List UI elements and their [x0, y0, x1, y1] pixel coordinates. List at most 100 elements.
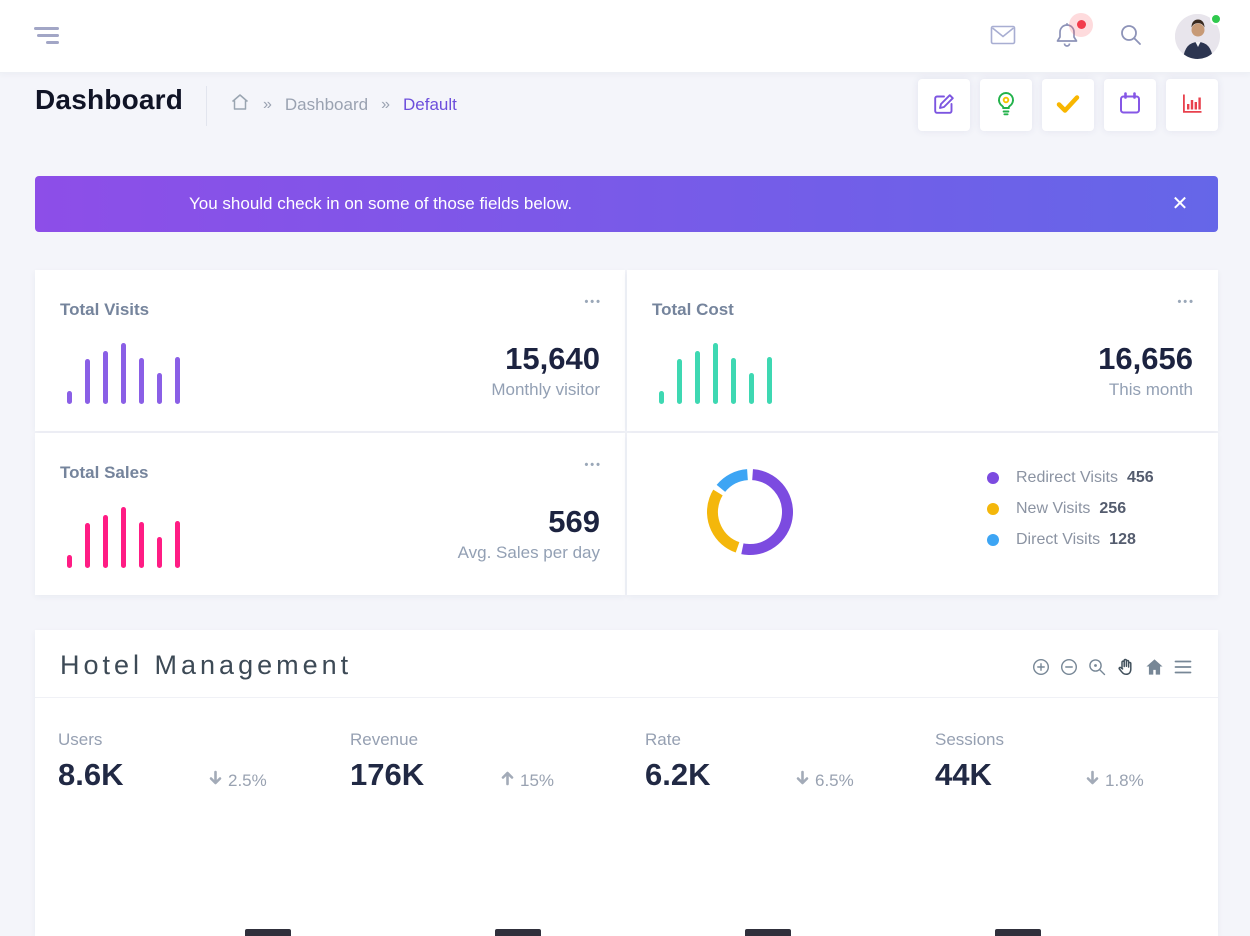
legend-item-new: New Visits 256 [987, 493, 1154, 524]
reset-zoom-button[interactable] [1145, 658, 1164, 679]
stat-value: 176K [350, 757, 425, 792]
mail-button[interactable] [983, 17, 1023, 57]
legend-dot [987, 471, 999, 484]
zoom-out-button[interactable] [1060, 658, 1078, 679]
breadcrumb-separator: » [263, 95, 272, 113]
calendar-icon [1118, 91, 1142, 119]
stat-delta: 2.5% [208, 770, 267, 791]
legend-label: Redirect Visits [1016, 468, 1118, 486]
sales-caption: Avg. Sales per day [457, 543, 600, 562]
arrow-down-icon [208, 770, 223, 791]
bar-chart-icon [1180, 92, 1204, 119]
pan-button[interactable] [1116, 657, 1135, 679]
legend-label: New Visits [1016, 499, 1091, 517]
analytics-button[interactable] [1166, 79, 1218, 131]
donut-legend: Redirect Visits 456 New Visits 256 Direc… [987, 462, 1154, 555]
breadcrumb-separator: » [381, 95, 390, 113]
edit-icon [932, 92, 956, 119]
user-avatar[interactable] [1175, 13, 1222, 59]
arrow-up-icon [500, 770, 515, 791]
selection-zoom-button[interactable] [1088, 658, 1106, 679]
home-icon[interactable] [230, 92, 250, 117]
zoom-in-button[interactable] [1032, 658, 1050, 679]
header-divider [206, 86, 207, 126]
search-button[interactable] [1111, 17, 1151, 57]
avatar-photo [1175, 14, 1220, 59]
legend-value: 456 [1126, 468, 1154, 486]
visits-caption: Monthly visitor [491, 380, 600, 399]
menu-toggle-button[interactable] [33, 27, 59, 47]
stat-delta: 1.8% [1085, 770, 1144, 791]
stat-cards-grid: Total Visits ••• 15,640 Monthly visitor … [35, 270, 1218, 595]
search-icon [1119, 23, 1143, 50]
alert-banner: You should check in on some of those fie… [35, 176, 1218, 232]
cost-value: 16,656 [1098, 341, 1193, 376]
zoom-out-icon [1060, 658, 1078, 679]
stat-users: Users 8.6K 2.5% [58, 730, 350, 810]
cost-caption: This month [1108, 380, 1193, 399]
stat-value: 8.6K [58, 757, 124, 792]
delta-value: 6.5% [815, 770, 854, 790]
stat-label: Sessions [935, 730, 1004, 749]
check-icon [1055, 93, 1081, 118]
idea-button[interactable] [980, 79, 1032, 131]
chart-bar [495, 929, 541, 936]
notification-badge-halo [1069, 12, 1093, 37]
visits-value: 15,640 [505, 341, 600, 376]
card-options-button[interactable]: ••• [1177, 296, 1195, 308]
card-options-button[interactable]: ••• [584, 459, 602, 471]
chart-menu-button[interactable] [1174, 659, 1192, 678]
breadcrumb: » Dashboard » Default [230, 92, 457, 117]
total-sales-card: Total Sales ••• 569 Avg. Sales per day [35, 433, 625, 595]
selection-zoom-icon [1088, 658, 1106, 679]
delta-value: 1.8% [1105, 770, 1144, 790]
sales-value: 569 [548, 504, 600, 539]
stat-value: 44K [935, 757, 992, 792]
header-actions [918, 79, 1218, 131]
card-options-button[interactable]: ••• [584, 296, 602, 308]
arrow-down-icon [1085, 770, 1100, 791]
notifications-button[interactable] [1047, 12, 1093, 57]
calendar-button[interactable] [1104, 79, 1156, 131]
mail-icon [990, 24, 1016, 49]
online-status-dot [1210, 13, 1222, 25]
breadcrumb-item-default[interactable]: Default [402, 94, 457, 114]
total-visits-card: Total Visits ••• 15,640 Monthly visitor [35, 270, 625, 431]
card-title: Total Cost [652, 300, 734, 319]
legend-value: 128 [1109, 530, 1136, 548]
top-navbar [0, 0, 1250, 73]
zoom-in-icon [1032, 658, 1050, 679]
done-button[interactable] [1042, 79, 1094, 131]
lightbulb-icon [995, 91, 1017, 120]
breadcrumb-item-dashboard[interactable]: Dashboard [284, 94, 369, 114]
visits-donut-card: Redirect Visits 456 New Visits 256 Direc… [627, 433, 1218, 595]
card-divider [35, 697, 1218, 698]
arrow-down-icon [795, 770, 810, 791]
stat-delta: 15% [500, 770, 554, 791]
stat-sessions: Sessions 44K 1.8% [935, 730, 1144, 810]
legend-item-redirect: Redirect Visits 456 [987, 462, 1154, 493]
chart-bar [995, 929, 1041, 936]
delta-value: 2.5% [228, 770, 267, 790]
stat-label: Rate [645, 730, 681, 749]
alert-close-button[interactable]: ✕ [1166, 190, 1194, 218]
cost-sparkline [659, 338, 772, 404]
edit-button[interactable] [918, 79, 970, 131]
page-title: Dashboard [35, 84, 184, 115]
hotel-stats-row: Users 8.6K 2.5% Revenue 176K [58, 730, 1144, 810]
home-reset-icon [1145, 658, 1164, 679]
legend-value: 256 [1099, 499, 1127, 517]
stat-value: 6.2K [645, 757, 711, 792]
hotel-card-title: Hotel Management [60, 650, 353, 680]
stat-label: Users [58, 730, 103, 749]
card-title: Total Sales [60, 463, 149, 482]
total-cost-card: Total Cost ••• 16,656 This month [627, 270, 1218, 431]
legend-dot [987, 502, 999, 515]
legend-dot [987, 533, 999, 546]
bell-icon [1055, 22, 1079, 51]
notification-badge [1076, 20, 1086, 29]
stat-revenue: Revenue 176K 15% [350, 730, 645, 810]
legend-label: Direct Visits [1016, 530, 1101, 548]
pan-hand-icon [1116, 657, 1135, 679]
